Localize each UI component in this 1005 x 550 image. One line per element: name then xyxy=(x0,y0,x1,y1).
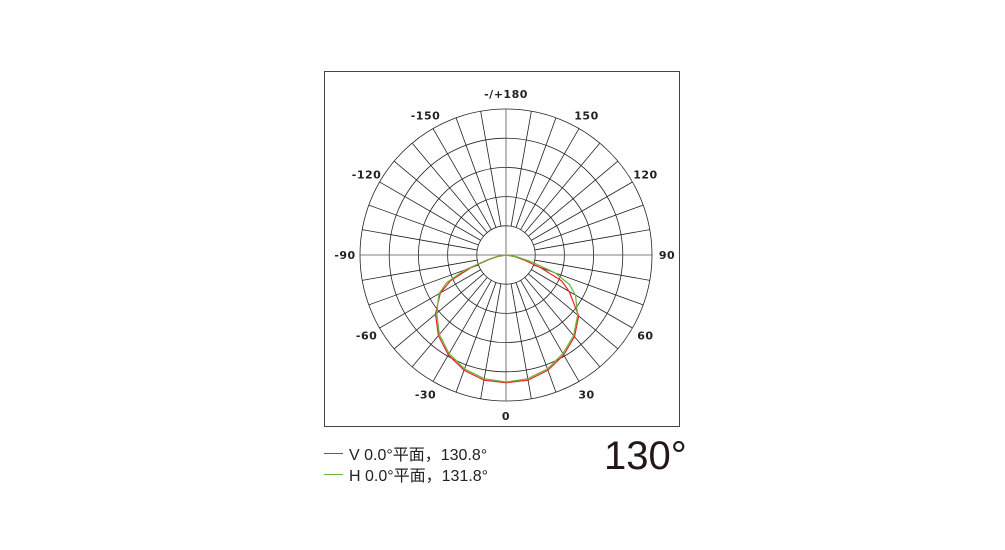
angle-tick-label: -/+180 xyxy=(484,88,528,101)
grid-spoke xyxy=(520,128,580,230)
grid-spoke xyxy=(455,117,497,228)
legend-item-v: V 0.0°平面，130.8° xyxy=(324,441,487,465)
grid-spoke xyxy=(515,282,557,393)
plot-frame xyxy=(324,71,680,427)
grid-spoke xyxy=(534,229,650,251)
grid-spoke xyxy=(524,277,601,368)
grid-spoke xyxy=(531,269,633,329)
grid-spoke xyxy=(362,259,478,281)
legend-swatch-v xyxy=(324,452,343,454)
grid-spoke xyxy=(393,160,484,237)
grid-spoke xyxy=(455,282,497,393)
angle-tick-label: 0 xyxy=(502,410,510,423)
grid-spoke xyxy=(520,280,580,382)
angle-tick-label: 60 xyxy=(637,330,653,343)
angle-tick-label: 30 xyxy=(578,388,594,401)
grid-spoke xyxy=(533,204,644,246)
angle-tick-label: -60 xyxy=(356,330,377,343)
grid-spoke xyxy=(379,269,481,329)
grid-spoke xyxy=(480,111,502,227)
grid-spoke xyxy=(528,160,619,237)
series-line-v xyxy=(434,254,580,384)
grid-spoke xyxy=(368,264,479,306)
grid-spoke xyxy=(368,204,479,246)
grid-spoke xyxy=(393,273,484,350)
grid-spoke xyxy=(362,229,478,251)
legend-label-h: H 0.0°平面，131.8° xyxy=(349,468,489,485)
legend-swatch-h xyxy=(324,473,343,475)
grid-spoke xyxy=(411,277,488,368)
angle-tick-label: -150 xyxy=(411,110,441,123)
grid-spoke xyxy=(432,280,492,382)
beam-angle-value: 130° xyxy=(604,434,687,478)
grid-spoke xyxy=(379,181,481,241)
angle-tick-label: 120 xyxy=(633,169,657,182)
angle-tick-label: -30 xyxy=(415,388,436,401)
legend-item-h: H 0.0°平面，131.8° xyxy=(324,462,488,486)
grid-spoke xyxy=(531,181,633,241)
angle-tick-label: 90 xyxy=(659,249,675,262)
grid-spoke xyxy=(432,128,492,230)
grid-spoke xyxy=(528,273,619,350)
grid-spoke xyxy=(534,259,650,281)
grid-spoke xyxy=(510,111,532,227)
grid-spoke xyxy=(524,142,601,233)
angle-tick-label: -90 xyxy=(334,249,355,262)
series-line-h xyxy=(436,254,579,383)
grid-spoke xyxy=(515,117,557,228)
angle-tick-label: -120 xyxy=(352,169,382,182)
angle-tick-label: 150 xyxy=(574,110,598,123)
legend-label-v: V 0.0°平面，130.8° xyxy=(349,447,488,464)
grid-spoke xyxy=(411,142,488,233)
